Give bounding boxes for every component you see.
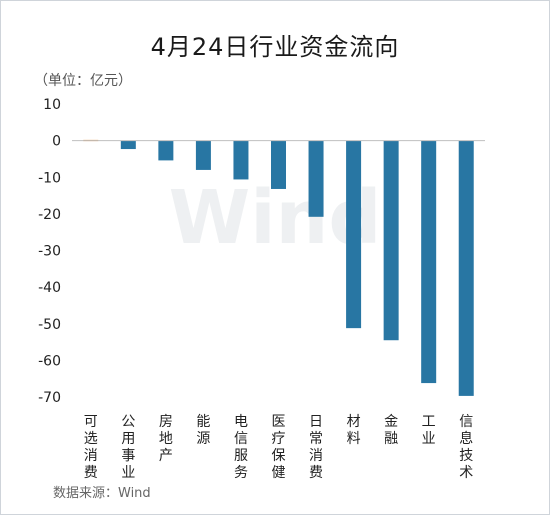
- bar: [158, 140, 174, 161]
- category-label: 电信服务: [234, 414, 248, 481]
- bar: [346, 140, 362, 329]
- y-tick-label: -10: [38, 170, 61, 186]
- category-label: 可选消费: [84, 414, 98, 481]
- watermark: Wind: [169, 175, 382, 261]
- y-tick-label: -50: [38, 317, 61, 333]
- bar: [120, 140, 136, 150]
- category-label: 日常消费: [309, 414, 323, 481]
- category-label: 信息技术: [459, 414, 473, 481]
- y-tick-label: -60: [38, 353, 61, 369]
- y-tick-label: -70: [38, 390, 61, 406]
- unit-label: （单位：亿元）: [34, 73, 132, 89]
- category-label: 能源: [196, 414, 210, 447]
- y-tick-label: -30: [38, 244, 61, 260]
- y-tick-label: 10: [43, 97, 61, 113]
- y-tick-label: -40: [38, 280, 61, 296]
- category-label: 医疗保健: [272, 414, 286, 481]
- bar: [195, 140, 211, 170]
- bar: [383, 140, 399, 341]
- chart-title: 4月24日行业资金流向: [150, 33, 400, 61]
- category-label: 金融: [384, 414, 398, 447]
- y-axis-ticks: 10 0 -10 -20 -30 -40 -50 -60 -70: [38, 97, 61, 406]
- category-label: 材料: [347, 414, 361, 447]
- bar: [421, 140, 437, 384]
- bar: [271, 140, 286, 189]
- category-label: 公用事业: [121, 414, 135, 481]
- bar: [233, 140, 249, 180]
- source-label: 数据来源：Wind: [53, 486, 151, 501]
- y-tick-label: -20: [38, 207, 61, 223]
- category-label: 工业: [422, 414, 436, 447]
- bar: [458, 140, 474, 396]
- category-label: 房地产: [159, 414, 173, 464]
- bar: [308, 140, 324, 217]
- y-tick-label: 0: [52, 134, 61, 150]
- bars-group: [83, 139, 474, 396]
